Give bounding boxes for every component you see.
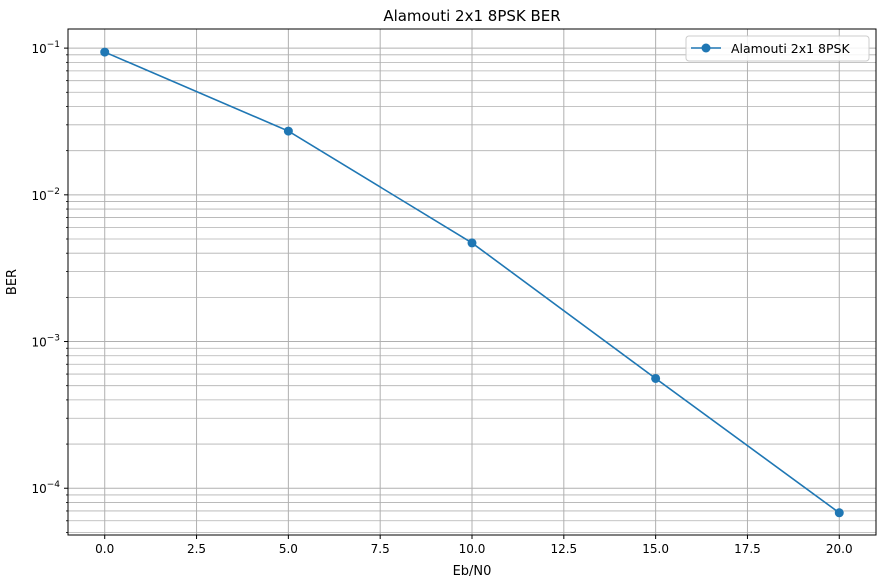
- y-tick-label: 10−1: [31, 40, 60, 56]
- y-tick-label: 10−2: [31, 187, 60, 203]
- y-tick-label: 10−3: [31, 334, 60, 350]
- x-tick-label: 17.5: [734, 542, 761, 556]
- y-tick-label: 10−4: [31, 480, 60, 496]
- data-point: [283, 126, 293, 136]
- series: [100, 47, 844, 518]
- ticks: 0.0 2.5 5.0 7.5 10.0 12.5 15.0 17.5 20.0 10−1 10−2…: [31, 40, 852, 556]
- data-point: [467, 238, 477, 248]
- x-tick-label: 20.0: [826, 542, 853, 556]
- x-tick-label: 2.5: [187, 542, 206, 556]
- x-axis-label: Eb/N0: [453, 564, 492, 579]
- legend-marker-swatch: [701, 43, 711, 53]
- x-tick-label: 5.0: [279, 542, 298, 556]
- x-tick-label: 7.5: [371, 542, 390, 556]
- legend-entry-label: Alamouti 2x1 8PSK: [731, 41, 850, 56]
- chart-title: Alamouti 2x1 8PSK BER: [383, 7, 560, 25]
- data-point: [651, 373, 661, 383]
- x-tick-label: 10.0: [459, 542, 486, 556]
- y-axis-label: BER: [5, 269, 20, 295]
- data-point: [100, 47, 110, 57]
- legend: Alamouti 2x1 8PSK: [685, 35, 870, 62]
- grid: [68, 29, 876, 535]
- legend-box: [685, 35, 870, 62]
- data-point: [834, 508, 844, 518]
- x-tick-label: 12.5: [550, 542, 577, 556]
- x-tick-label: 15.0: [642, 542, 669, 556]
- x-tick-label: 0.0: [95, 542, 114, 556]
